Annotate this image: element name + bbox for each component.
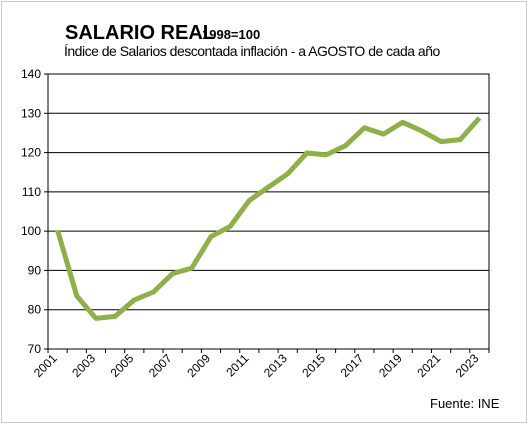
y-tick-label-120: 120 xyxy=(21,146,41,160)
x-tick-label-2021: 2021 xyxy=(414,351,443,380)
grid xyxy=(48,112,489,311)
y-tick-label-80: 80 xyxy=(28,303,42,317)
y-tick-label-110: 110 xyxy=(22,185,41,199)
x-tick-label-2019: 2019 xyxy=(376,351,405,380)
source-note: Fuente: INE xyxy=(430,396,500,411)
x-tick-label-2005: 2005 xyxy=(108,351,137,380)
chart-title: SALARIO REAL xyxy=(65,22,215,44)
x-tick-label-2009: 2009 xyxy=(184,351,213,380)
y-axis: 70 80 90 100 110 120 130 140 xyxy=(21,67,48,356)
x-tick-label-2007: 2007 xyxy=(146,351,175,380)
chart-subtitle: Índice de Salarios descontada inflación … xyxy=(64,43,440,59)
chart-title-base: 1998=100 xyxy=(202,27,260,42)
series-layer xyxy=(55,116,482,321)
plot-area xyxy=(47,73,490,350)
x-tick-label-2003: 2003 xyxy=(69,351,98,380)
x-tick-label-2017: 2017 xyxy=(338,351,367,380)
x-axis: 2001 2003 2005 2007 2009 2011 2013 2015 2017 2019… xyxy=(31,349,490,380)
x-tick-label-2011: 2011 xyxy=(223,351,251,379)
x-tick-label-2013: 2013 xyxy=(261,351,290,380)
x-tick-label-2023: 2023 xyxy=(453,351,482,380)
y-tick-label-100: 100 xyxy=(21,224,41,238)
y-tick-label-130: 130 xyxy=(21,106,41,120)
y-tick-label-90: 90 xyxy=(28,263,42,277)
y-tick-label-70: 70 xyxy=(28,342,42,356)
x-tick-label-2015: 2015 xyxy=(299,351,328,380)
y-tick-label-140: 140 xyxy=(21,67,41,81)
